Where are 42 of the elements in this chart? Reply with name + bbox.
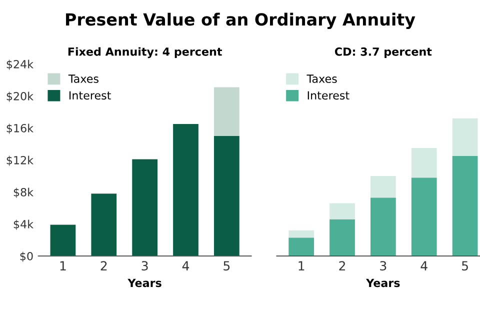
y-tick-label: $8k	[14, 188, 34, 198]
chart-subtitle: CD: 3.7 percent	[334, 47, 432, 58]
y-tick-label: $0	[20, 252, 33, 262]
chart-title: Present Value of an Ordinary Annuity	[66, 12, 416, 30]
x-tick-label: 1	[60, 261, 66, 270]
legend-label: Interest	[69, 91, 111, 100]
y-tick-label: $24k	[6, 60, 34, 70]
x-tick-label: 4	[420, 261, 428, 270]
bar	[288, 230, 314, 238]
bar	[50, 224, 76, 256]
bar	[132, 159, 158, 256]
x-tick-label: 3	[142, 261, 148, 271]
x-tick-label: 5	[462, 261, 468, 271]
bar	[411, 148, 437, 178]
x-tick-label: 5	[224, 261, 230, 271]
bar	[370, 176, 396, 198]
bar	[452, 156, 478, 256]
y-tick-label: $12k	[6, 156, 34, 166]
bar	[330, 203, 355, 220]
bar	[330, 219, 355, 256]
bar	[370, 198, 396, 256]
bar	[173, 124, 198, 256]
legend-label: Taxes	[68, 74, 98, 83]
chart-subtitle: Fixed Annuity: 4 percent	[68, 47, 222, 58]
bar	[91, 194, 117, 256]
x-tick-label: 4	[182, 261, 190, 270]
y-tick-label: $4k	[14, 220, 34, 230]
y-tick-label: $16k	[6, 124, 34, 134]
x-tick-label: 2	[339, 261, 345, 270]
x-axis-title: Years	[128, 278, 162, 288]
y-tick-label: $20k	[6, 92, 34, 102]
bar	[411, 178, 437, 256]
legend-label: Taxes	[306, 74, 337, 83]
x-axis-title: Years	[366, 278, 400, 288]
bar	[288, 238, 314, 256]
bar	[214, 87, 240, 136]
x-tick-label: 1	[298, 261, 304, 270]
x-tick-label: 2	[100, 261, 107, 270]
bar	[452, 118, 478, 156]
legend-label: Interest	[308, 91, 350, 100]
bar	[214, 136, 240, 256]
x-tick-label: 3	[380, 261, 386, 271]
